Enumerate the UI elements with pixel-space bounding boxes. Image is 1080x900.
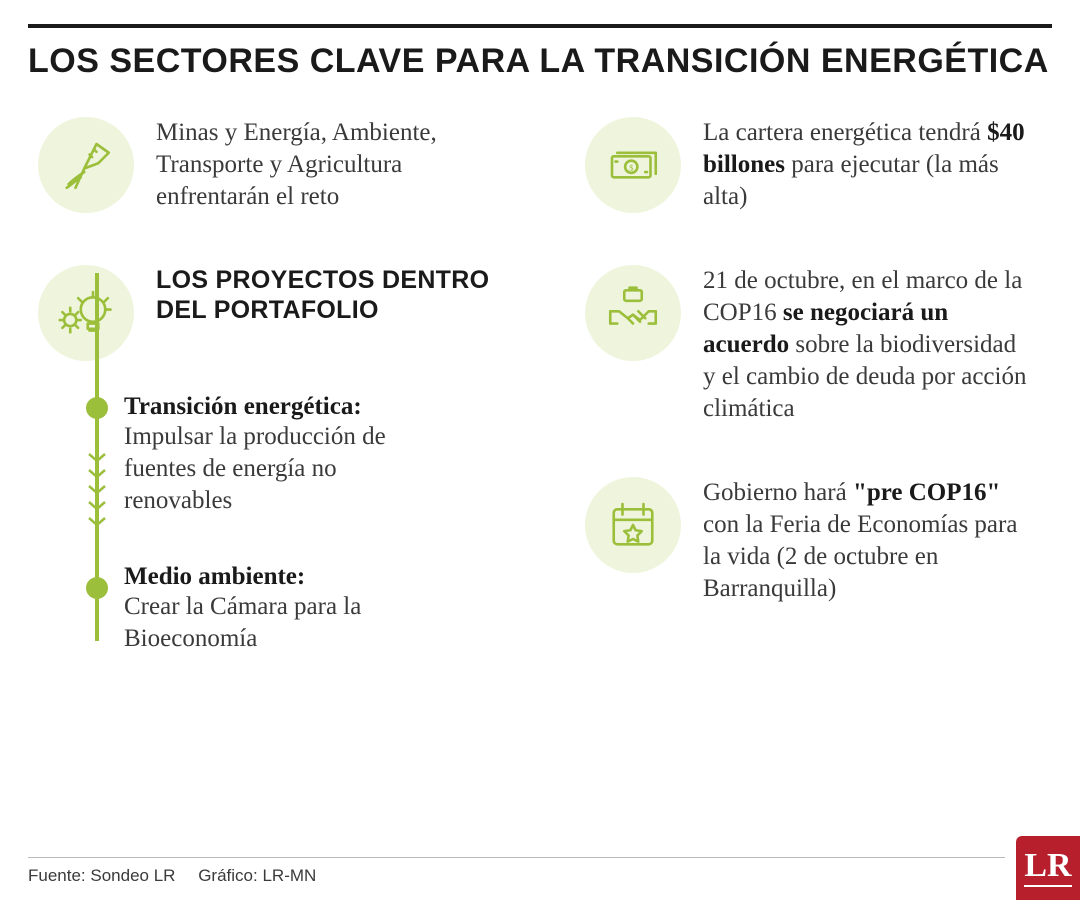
block-portfolio: LOS PROYECTOS DENTRO DEL PORTAFOLIO [38, 265, 505, 361]
timeline-body: Impulsar la producción de fuentes de ene… [124, 421, 424, 517]
text-bold: "pre COP16" [853, 479, 1000, 506]
block-calendar-text: Gobierno hará "pre COP16" con la Feria d… [703, 477, 1033, 605]
svg-text:$: $ [629, 162, 634, 172]
top-rule [28, 24, 1052, 28]
block-flag-text: Minas y Energía, Ambiente, Transporte y … [156, 117, 486, 213]
page-title: LOS SECTORES CLAVE PARA LA TRANSICIÓN EN… [28, 42, 1052, 81]
timeline-entry-1: Transición energética: Impulsar la produ… [124, 393, 505, 517]
timeline-node [86, 397, 108, 419]
block-money: $ La cartera energética tendrá $40 billo… [585, 117, 1052, 213]
source-label: Fuente: [28, 866, 86, 885]
footer: Fuente: Sondeo LR Gráfico: LR-MN [28, 866, 316, 886]
timeline-title: Transición energética: [124, 393, 505, 421]
handshake-icon [585, 265, 681, 361]
money-icon: $ [585, 117, 681, 213]
timeline-entry-2: Medio ambiente: Crear la Cámara para la … [124, 563, 505, 655]
timeline-body: Crear la Cámara para la Bioeconomía [124, 591, 424, 655]
logo-text: LR [1024, 849, 1071, 887]
block-handshake: 21 de octubre, en el marco de la COP16 s… [585, 265, 1052, 425]
block-money-text: La cartera energética tendrá $40 billone… [703, 117, 1033, 213]
text-pre: La cartera energética tendrá [703, 119, 987, 146]
flag-icon [38, 117, 134, 213]
bottom-rule [28, 857, 1005, 858]
text-pre: Gobierno hará [703, 479, 853, 506]
source-value: Sondeo LR [90, 866, 175, 885]
block-flag: Minas y Energía, Ambiente, Transporte y … [38, 117, 505, 213]
lr-logo: LR [1016, 836, 1080, 900]
calendar-icon [585, 477, 681, 573]
content-grid: Minas y Energía, Ambiente, Transporte y … [28, 117, 1052, 701]
portfolio-heading: LOS PROYECTOS DENTRO DEL PORTAFOLIO [156, 265, 505, 325]
block-calendar: Gobierno hará "pre COP16" con la Feria d… [585, 477, 1052, 605]
text-post: con la Feria de Economías para la vida (… [703, 511, 1017, 602]
bulb-gear-icon [38, 265, 134, 361]
timeline-chevrons [88, 453, 106, 527]
graphic-value: LR-MN [262, 866, 316, 885]
block-handshake-text: 21 de octubre, en el marco de la COP16 s… [703, 265, 1033, 425]
timeline-node [86, 577, 108, 599]
graphic-label: Gráfico: [198, 866, 258, 885]
portfolio-timeline: Transición energética: Impulsar la produ… [86, 393, 505, 701]
timeline-title: Medio ambiente: [124, 563, 505, 591]
